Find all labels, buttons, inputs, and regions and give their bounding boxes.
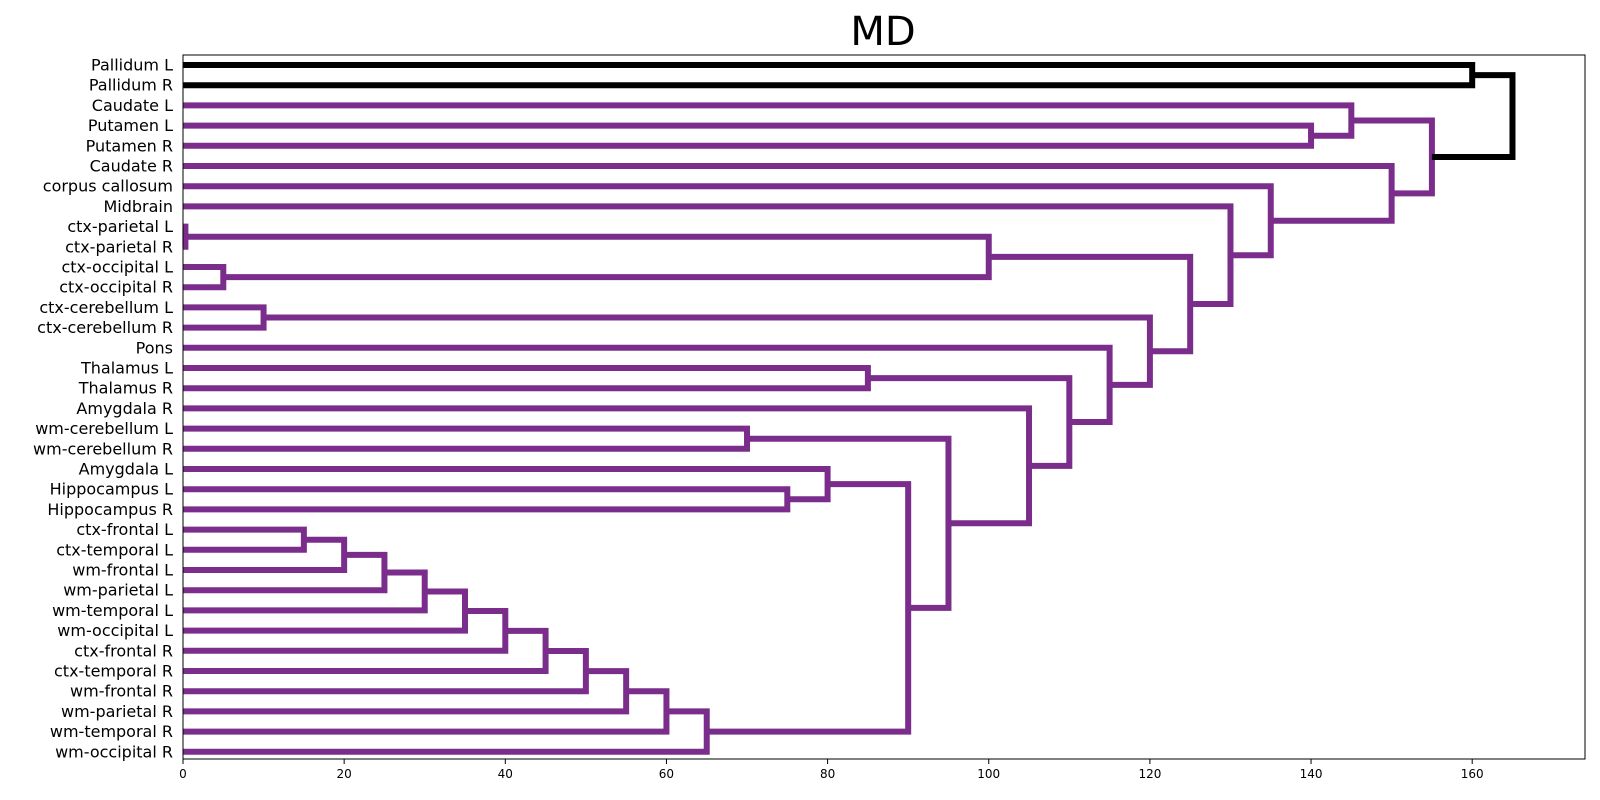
leaf-label: wm-cerebellum R [33,439,173,458]
link-n15 [183,425,751,452]
link-n10 [183,627,549,674]
link-n21 [185,233,992,281]
x-tick-label: 40 [498,767,513,781]
x-tick-label: 160 [1461,767,1484,781]
leaf-label: Putamen L [88,116,173,135]
leaf-label: wm-frontal L [72,561,173,580]
link-n30 [183,102,1355,139]
leaf-label: Pons [136,338,173,357]
leaf-label: Putamen R [86,136,173,155]
leaf-label: ctx-occipital L [61,258,173,277]
plot-frame [182,54,1586,760]
link-n5 [183,536,348,573]
leaf-label: wm-occipital L [57,621,173,640]
leaf-label: ctx-occipital R [59,278,173,297]
link-n16 [183,486,791,513]
leaf-label: ctx-frontal L [76,520,173,539]
leaf-label: Pallidum L [91,56,173,75]
leaf-label: Thalamus L [80,359,173,378]
leaf-label: wm-temporal R [50,722,173,741]
leaf-label: ctx-temporal R [54,662,173,681]
link-n22 [183,405,1033,527]
link-n23 [867,375,1073,469]
chart-title: MD [850,9,915,55]
x-tick-label: 120 [1138,767,1161,781]
leaf-label: wm-frontal R [70,682,173,701]
link-n17 [183,466,831,503]
link-n18 [183,365,871,392]
link-n27 [183,203,1234,308]
x-tick-label: 140 [1300,767,1323,781]
link-n28 [183,183,1274,259]
leaf-label: wm-parietal L [63,581,173,600]
link-n20 [747,435,952,611]
leaf-label: Hippocampus R [47,500,173,519]
leaf-label: ctx-cerebellum L [39,298,173,317]
link-n1 [182,223,189,250]
x-tick-label: 0 [179,767,187,781]
leaf-label: Caudate R [90,157,173,176]
leaf-label: ctx-cerebellum R [37,318,173,337]
x-tick-label: 100 [977,767,1000,781]
x-axis: 0 20 40 60 80 100 120 140 160 [179,759,1484,781]
leaf-label: Midbrain [103,197,173,216]
leaf-label: Amygdala L [79,460,173,479]
leaf-label: ctx-parietal R [65,237,173,256]
leaf-label: wm-occipital R [55,742,173,761]
leaf-label: Caudate L [92,96,173,115]
link-n13 [183,688,670,735]
link-n4 [183,526,307,553]
leaf-label: Thalamus R [78,379,173,398]
dendrogram-links [182,62,1516,755]
link-n19 [706,481,912,735]
link-n29 [183,122,1315,149]
link-n33 [183,62,1476,89]
leaf-label: Amygdala R [76,399,173,418]
link-n2 [183,264,227,291]
leaf-label: Hippocampus L [50,480,173,499]
x-tick-label: 60 [659,767,674,781]
leaf-label: wm-cerebellum L [35,419,173,438]
x-tick-label: 20 [337,767,352,781]
leaf-label: wm-temporal L [52,601,173,620]
leaf-label: corpus callosum [43,177,173,196]
leaf-label: wm-parietal R [61,702,173,721]
link-n34 [1431,72,1516,160]
leaf-label: ctx-temporal L [56,540,173,559]
leaf-label: ctx-frontal R [74,641,173,660]
x-tick-label: 80 [820,767,835,781]
leaf-label: Pallidum R [89,76,173,95]
link-n3 [183,304,267,331]
link-n25 [263,314,1153,388]
link-n7 [183,569,428,614]
link-n31 [183,163,1395,224]
link-n26 [988,253,1194,355]
leaf-label: ctx-parietal L [67,217,173,236]
